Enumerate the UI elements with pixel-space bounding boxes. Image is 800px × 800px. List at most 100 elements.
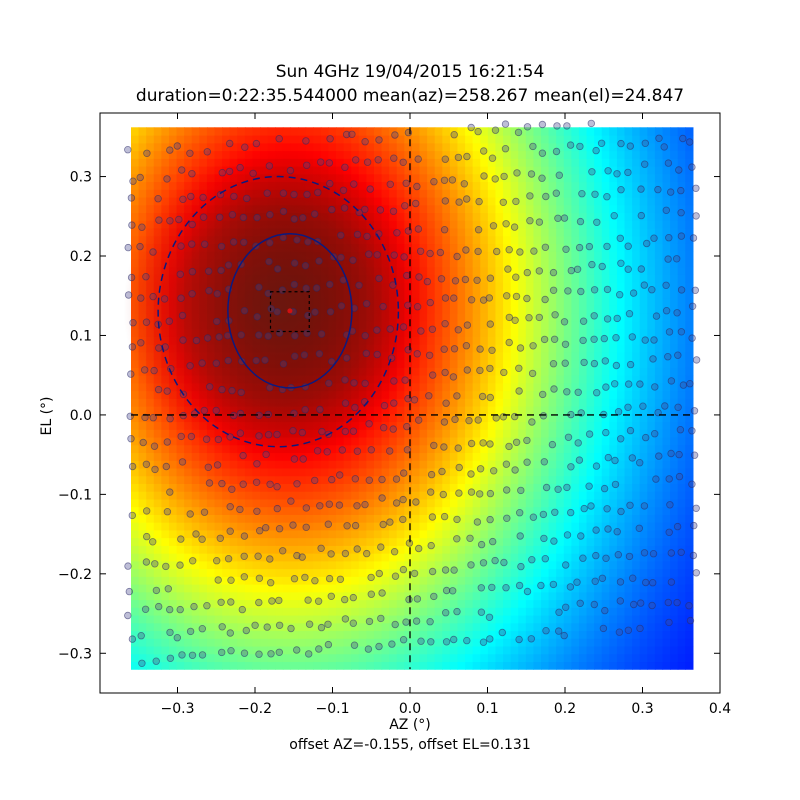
- heatmap-cell: [495, 398, 504, 407]
- heatmap-cell: [153, 452, 162, 461]
- heatmap-cell: [465, 181, 474, 190]
- heatmap-cell: [328, 506, 337, 515]
- heatmap-cell: [449, 398, 459, 407]
- heatmap-cell: [328, 630, 337, 639]
- heatmap-cell: [518, 645, 527, 655]
- heatmap-cell: [168, 452, 178, 461]
- heatmap-cell: [373, 498, 383, 508]
- heatmap-cell: [465, 506, 474, 515]
- heatmap-cell: [434, 305, 443, 314]
- heatmap-cell: [275, 560, 284, 570]
- heatmap-cell: [563, 537, 572, 546]
- heatmap-cell: [138, 645, 147, 655]
- heatmap-cell: [199, 135, 208, 144]
- heatmap-cell: [191, 498, 200, 508]
- heatmap-cell: [594, 405, 603, 415]
- heatmap-cell: [624, 591, 633, 601]
- heatmap-cell: [199, 127, 208, 136]
- heatmap-cell: [199, 560, 208, 570]
- heatmap-cell: [229, 622, 238, 632]
- heatmap-cell: [503, 150, 512, 159]
- heatmap-cell: [594, 305, 603, 314]
- heatmap-cell: [457, 158, 466, 167]
- heatmap-cell: [366, 452, 375, 461]
- heatmap-cell: [336, 127, 345, 136]
- heatmap-cell: [153, 638, 162, 647]
- heatmap-cell: [578, 320, 588, 330]
- heatmap-cell: [594, 653, 603, 663]
- heatmap-cell: [647, 297, 656, 306]
- heatmap-cell: [518, 227, 527, 237]
- heatmap-cell: [525, 444, 535, 454]
- heatmap-cell: [168, 599, 178, 608]
- heatmap-cell: [449, 591, 459, 601]
- heatmap-cell: [252, 614, 261, 624]
- heatmap-cell: [138, 661, 147, 670]
- heatmap-cell: [510, 584, 519, 593]
- heatmap-cell: [427, 467, 436, 477]
- heatmap-cell: [396, 630, 405, 639]
- heatmap-cell: [176, 173, 185, 183]
- heatmap-cell: [419, 475, 428, 484]
- heatmap-cell: [305, 560, 314, 570]
- heatmap-cell: [480, 599, 489, 608]
- heatmap-cell: [654, 645, 664, 655]
- heatmap-cell: [138, 405, 147, 415]
- heatmap-cell: [624, 506, 633, 515]
- heatmap-cell: [594, 212, 603, 221]
- heatmap-cell: [449, 630, 459, 639]
- heatmap-cell: [503, 351, 512, 361]
- heatmap-cell: [237, 514, 246, 523]
- heatmap-cell: [434, 189, 443, 198]
- heatmap-cell: [563, 274, 572, 283]
- heatmap-cell: [411, 436, 421, 446]
- heatmap-cell: [594, 622, 603, 632]
- heatmap-cell: [480, 498, 489, 508]
- heatmap-cell: [533, 158, 542, 167]
- heatmap-cell: [616, 204, 626, 214]
- heatmap-cell: [609, 212, 618, 221]
- heatmap-cell: [465, 645, 474, 655]
- heatmap-cell: [442, 204, 451, 214]
- heatmap-cell: [525, 475, 535, 484]
- heatmap-cell: [336, 630, 345, 639]
- heatmap-cell: [427, 166, 436, 175]
- heatmap-cell: [161, 537, 170, 546]
- heatmap-cell: [578, 181, 588, 190]
- heatmap-cell: [601, 220, 610, 229]
- heatmap-cell: [533, 514, 542, 523]
- heatmap-cell: [427, 506, 436, 515]
- heatmap-cell: [260, 645, 269, 655]
- heatmap-cell: [487, 258, 497, 268]
- heatmap-cell: [168, 522, 178, 531]
- heatmap-cell: [609, 220, 618, 229]
- heatmap-cell: [510, 591, 519, 601]
- heatmap-cell: [571, 522, 580, 531]
- heatmap-cell: [366, 444, 375, 454]
- heatmap-cell: [381, 142, 390, 152]
- heatmap-cell: [480, 127, 489, 136]
- heatmap-cell: [518, 274, 527, 283]
- heatmap-cell: [320, 607, 330, 616]
- heatmap-cell: [237, 506, 246, 515]
- heatmap-cell: [632, 614, 641, 624]
- heatmap-cell: [541, 444, 550, 454]
- heatmap-cell: [632, 630, 641, 639]
- heatmap-cell: [632, 591, 641, 601]
- heatmap-cell: [396, 614, 405, 624]
- heatmap-cell: [358, 584, 367, 593]
- heatmap-cell: [131, 661, 140, 670]
- heatmap-cell: [541, 653, 550, 663]
- heatmap-cell: [381, 568, 390, 577]
- heatmap-cell: [434, 522, 443, 531]
- heatmap-cell: [487, 351, 497, 361]
- heatmap-cell: [305, 498, 314, 508]
- heatmap-cell: [472, 204, 481, 214]
- heatmap-cell: [168, 166, 178, 175]
- heatmap-cell: [373, 483, 383, 492]
- heatmap-cell: [275, 491, 284, 500]
- heatmap-cell: [541, 320, 550, 330]
- heatmap-cell: [632, 127, 641, 136]
- heatmap-cell: [548, 390, 557, 399]
- heatmap-cell: [632, 436, 641, 446]
